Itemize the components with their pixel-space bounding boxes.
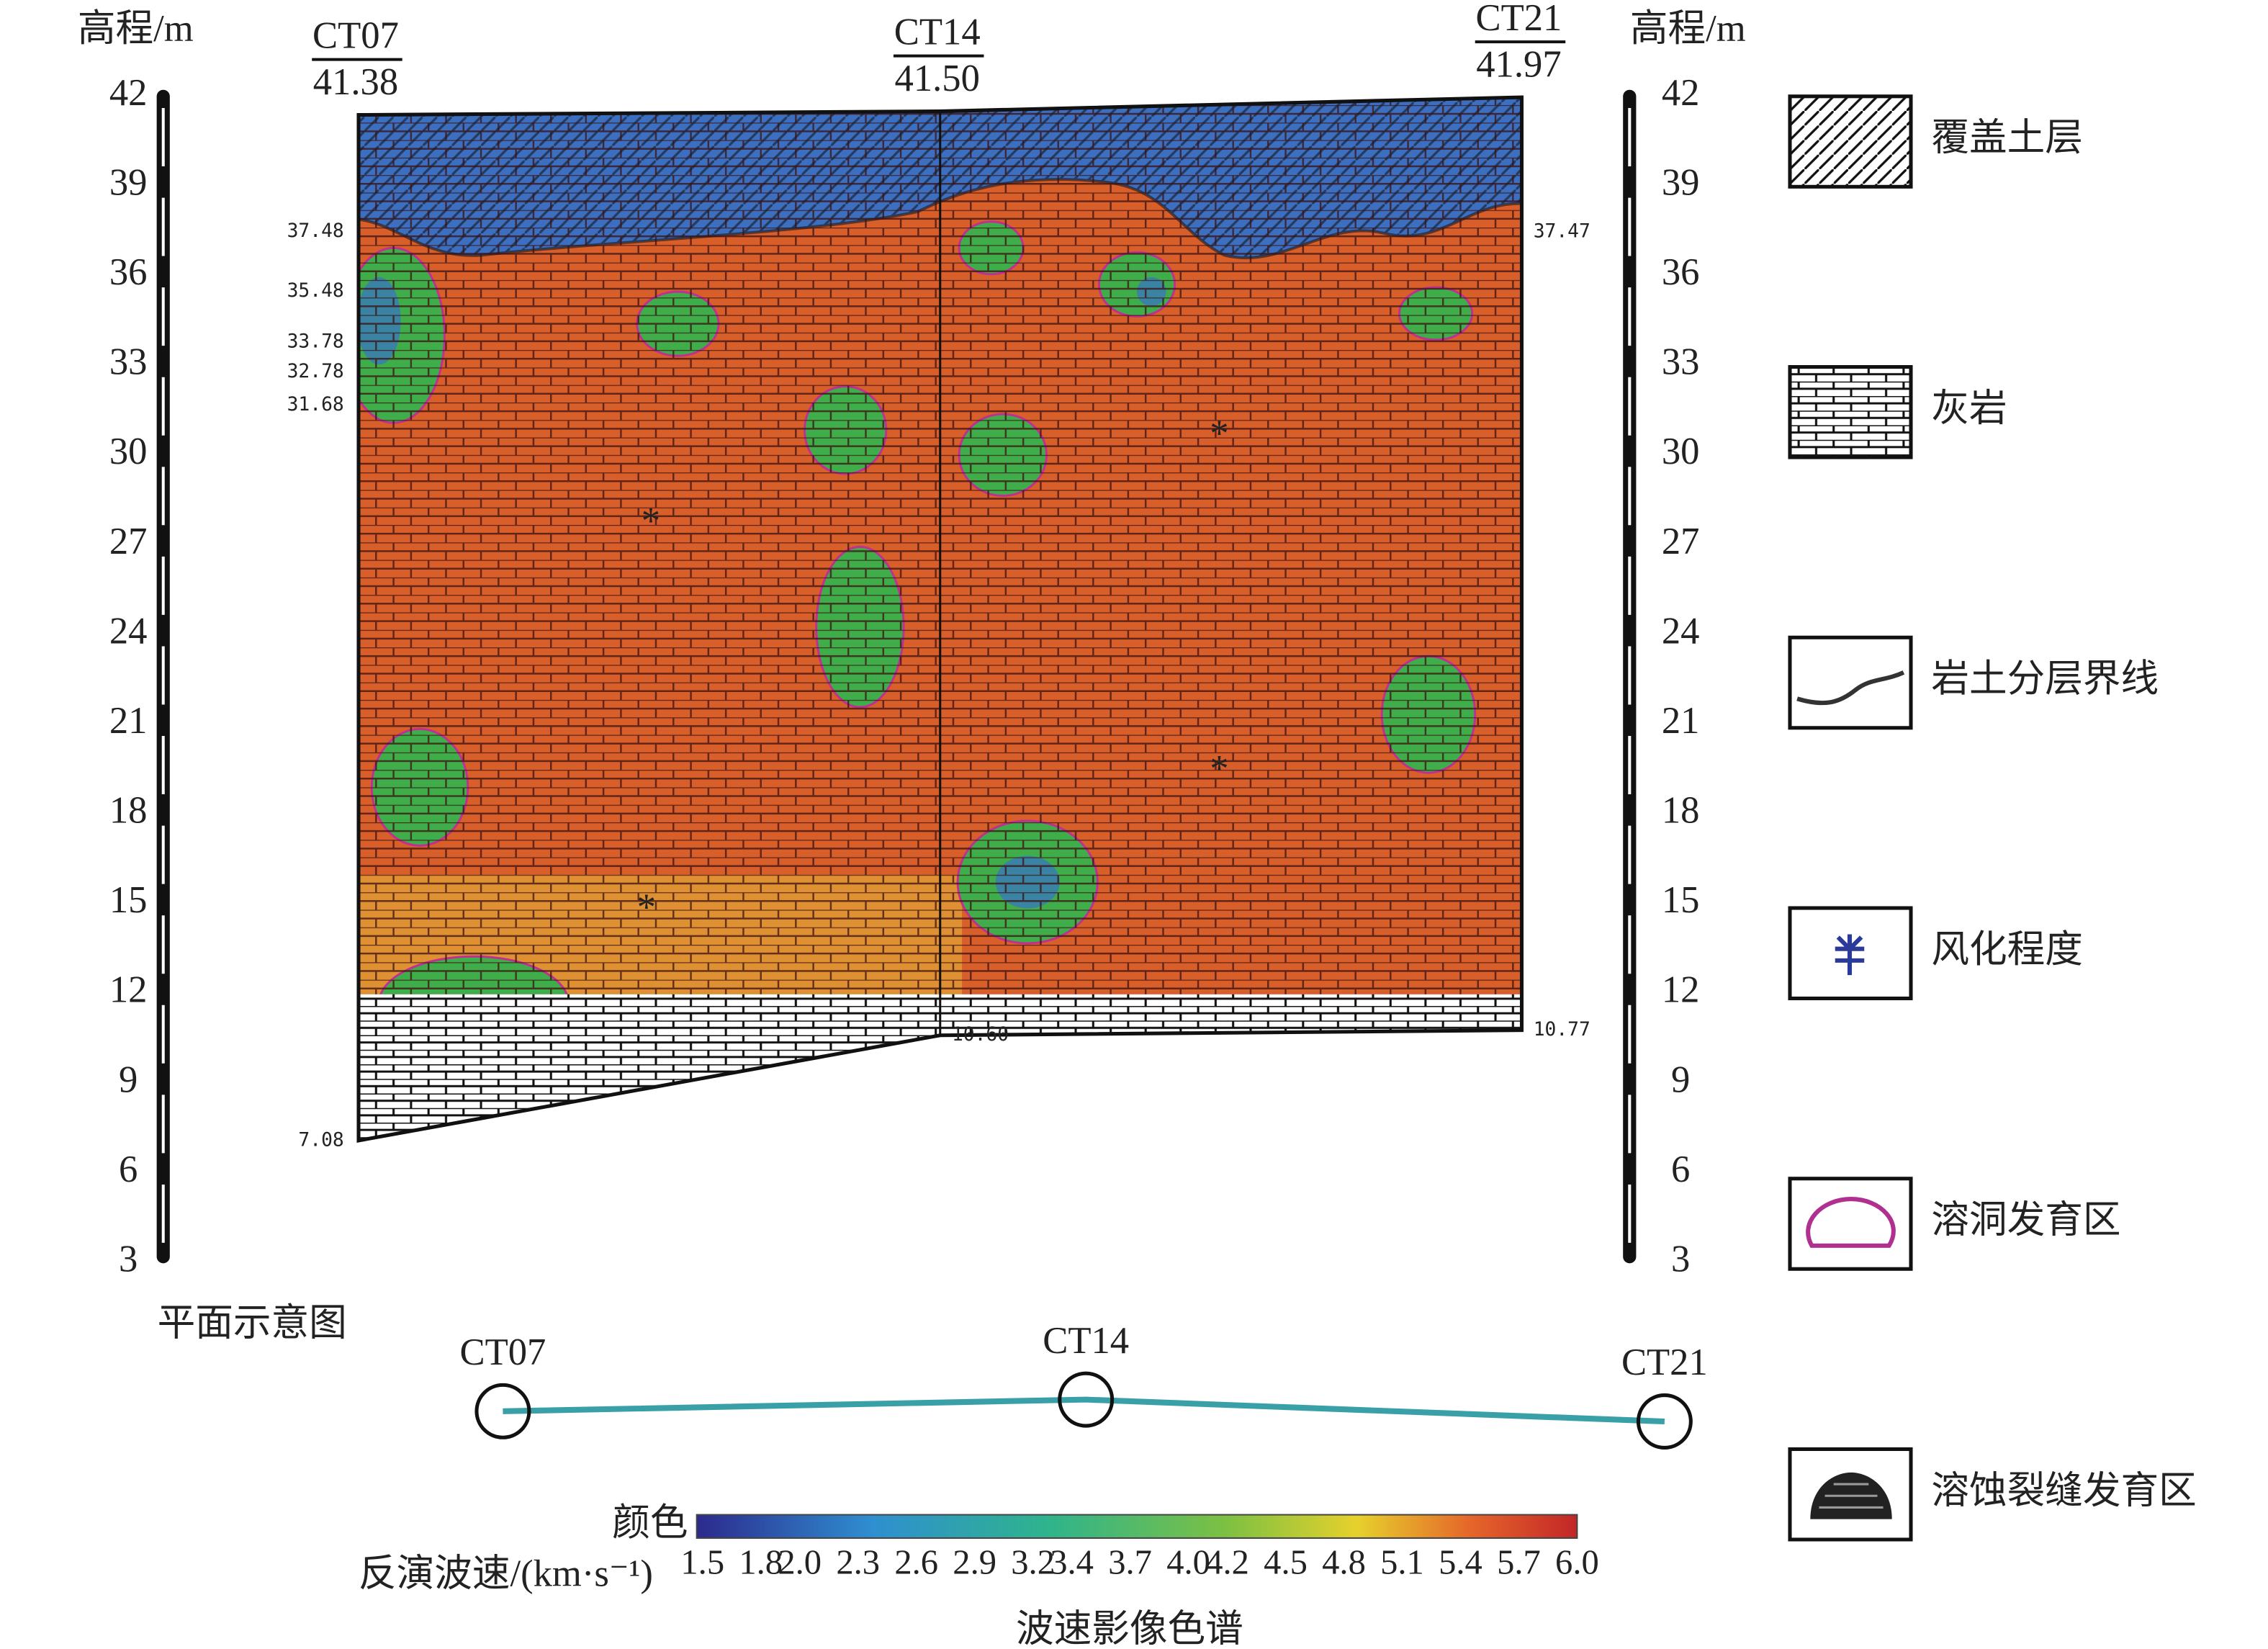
plan-title: 平面示意图 bbox=[158, 1302, 347, 1344]
colorbar-tick-label: 2.6 bbox=[894, 1543, 938, 1582]
tick-label: 21 bbox=[109, 700, 148, 742]
depth-label: 32.78 bbox=[287, 361, 344, 382]
station bbox=[1058, 1371, 1115, 1428]
legend-item: 灰岩 bbox=[1788, 365, 2007, 459]
depth-label: 37.47 bbox=[1534, 220, 1590, 242]
colorbar-caption: 波速影像色谱 bbox=[1016, 1609, 1243, 1649]
tick-label: 30 bbox=[1662, 431, 1700, 472]
legend-label: 灰岩 bbox=[1931, 387, 2007, 429]
station bbox=[474, 1383, 531, 1439]
svg-text:*: * bbox=[1210, 748, 1228, 790]
tick-label: 18 bbox=[109, 790, 148, 832]
depth-label: 31.68 bbox=[287, 394, 344, 415]
depth-label: 33.78 bbox=[287, 331, 344, 353]
svg-text:*: * bbox=[1210, 413, 1228, 455]
tick-label: 33 bbox=[109, 341, 148, 383]
tick-label: 6 bbox=[1671, 1149, 1690, 1190]
legend-box bbox=[1788, 94, 1913, 189]
legend-box bbox=[1788, 1177, 1913, 1271]
velocity-section: * * * * bbox=[359, 97, 1522, 1141]
borehole-name: CT21 bbox=[1476, 0, 1562, 39]
legend-label: 溶蚀裂缝发育区 bbox=[1931, 1470, 2196, 1511]
tick-label: 15 bbox=[109, 879, 148, 921]
legend-box bbox=[1788, 365, 1913, 459]
tick-label: 39 bbox=[109, 161, 148, 203]
colorbar-tick-label: 2.0 bbox=[778, 1543, 822, 1582]
legend-box bbox=[1788, 635, 1913, 730]
tick-label: 12 bbox=[1662, 969, 1700, 1011]
tick-label: 39 bbox=[1662, 161, 1700, 203]
axis-label: 高程/m bbox=[1630, 8, 1746, 50]
svg-text:*: * bbox=[637, 887, 656, 929]
colorbar-tick-label: 1.5 bbox=[680, 1543, 724, 1582]
legend-box bbox=[1788, 1447, 1913, 1542]
borehole-name: CT07 bbox=[312, 14, 399, 56]
colorbar-label: 反演波速/(km·s⁻¹) bbox=[359, 1553, 653, 1595]
colorbar-tick-label: 6.0 bbox=[1555, 1543, 1599, 1582]
legend-label: 覆盖土层 bbox=[1931, 117, 2083, 159]
tick-label: 12 bbox=[109, 969, 148, 1011]
legend-label: 溶洞发育区 bbox=[1931, 1200, 2120, 1241]
colorbar-tick-label: 2.9 bbox=[953, 1543, 996, 1582]
tick-label: 3 bbox=[1671, 1238, 1690, 1280]
legend-item: 覆盖土层 bbox=[1788, 94, 2083, 189]
legend-item: 溶洞发育区 bbox=[1788, 1177, 2120, 1271]
colorbar-tick-label: 3.2 bbox=[1011, 1543, 1055, 1582]
depth-label: 10.60 bbox=[952, 1024, 1009, 1046]
legend-box bbox=[1788, 906, 1913, 1001]
tick-label: 27 bbox=[1662, 521, 1700, 562]
colorbar-tick-label: 1.8 bbox=[739, 1543, 783, 1582]
colorbar-color-label: 颜色 bbox=[612, 1502, 688, 1544]
borehole-elevation: 41.38 bbox=[313, 61, 398, 103]
tick-label: 30 bbox=[109, 431, 148, 472]
colorbar-tick-label: 4.8 bbox=[1322, 1543, 1366, 1582]
tick-label: 15 bbox=[1662, 879, 1700, 921]
tick-label: 18 bbox=[1662, 790, 1700, 832]
colorbar-tick-label: 3.7 bbox=[1108, 1543, 1152, 1582]
tick-label: 21 bbox=[1662, 700, 1700, 742]
depth-label: 35.48 bbox=[287, 280, 344, 302]
borehole-name: CT14 bbox=[894, 11, 981, 53]
axis-label: 高程/m bbox=[78, 8, 194, 50]
legend-item: 溶蚀裂缝发育区 bbox=[1788, 1447, 2197, 1542]
tick-label: 36 bbox=[1662, 251, 1700, 293]
colorbar-tick-label: 5.1 bbox=[1380, 1543, 1424, 1582]
colorbar-tick-label: 2.3 bbox=[836, 1543, 880, 1582]
tick-label: 9 bbox=[1671, 1059, 1690, 1100]
tick-label: 24 bbox=[109, 610, 148, 652]
colorbar-tick-label: 4.2 bbox=[1205, 1543, 1249, 1582]
tick-label: 36 bbox=[109, 251, 148, 293]
legend-item: 风化程度 bbox=[1788, 906, 2083, 1001]
colorbar-tick-label: 4.0 bbox=[1166, 1543, 1210, 1582]
depth-label: 37.48 bbox=[287, 220, 344, 242]
tick-label: 24 bbox=[1662, 610, 1700, 652]
depth-label: 10.77 bbox=[1534, 1019, 1590, 1041]
svg-text:*: * bbox=[642, 500, 660, 542]
tick-label: 6 bbox=[119, 1149, 138, 1190]
station bbox=[1636, 1393, 1693, 1450]
tick-label: 3 bbox=[119, 1238, 138, 1280]
tick-label: 42 bbox=[109, 72, 148, 114]
legend-item: 岩土分层界线 bbox=[1788, 635, 2159, 730]
station-label: CT07 bbox=[459, 1331, 546, 1373]
depth-label: 7.08 bbox=[298, 1129, 343, 1151]
colorbar-tick-label: 5.7 bbox=[1497, 1543, 1541, 1582]
plan-line bbox=[503, 1396, 1665, 1425]
tick-label: 42 bbox=[1662, 72, 1700, 114]
tick-label: 33 bbox=[1662, 341, 1700, 383]
legend-label: 风化程度 bbox=[1931, 929, 2083, 971]
tick-label: 27 bbox=[109, 521, 148, 562]
tick-label: 9 bbox=[119, 1059, 138, 1100]
station-label: CT14 bbox=[1043, 1320, 1129, 1362]
borehole-elevation: 41.97 bbox=[1476, 44, 1561, 86]
station-label: CT21 bbox=[1621, 1342, 1708, 1383]
colorbar bbox=[696, 1514, 1578, 1539]
colorbar-tick-label: 5.4 bbox=[1439, 1543, 1482, 1582]
colorbar-tick-label: 3.4 bbox=[1050, 1543, 1094, 1582]
borehole-elevation: 41.50 bbox=[894, 58, 979, 99]
colorbar-tick-label: 4.5 bbox=[1264, 1543, 1308, 1582]
legend-label: 岩土分层界线 bbox=[1931, 658, 2159, 700]
